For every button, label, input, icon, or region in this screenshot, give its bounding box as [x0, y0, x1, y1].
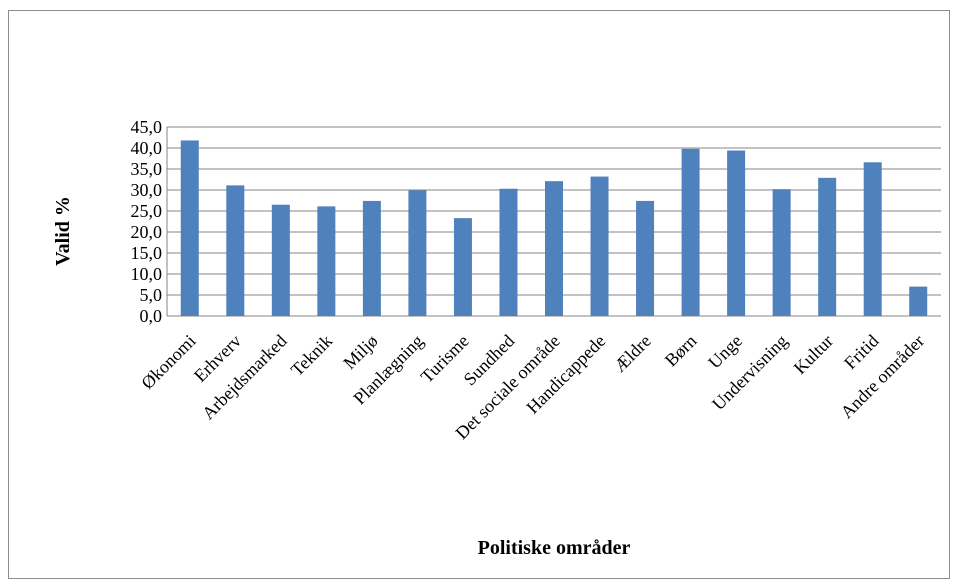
y-tick-label: 5,0	[140, 285, 163, 305]
bar-1	[180, 140, 199, 316]
bar-14	[772, 189, 791, 316]
y-tick-label: 40,0	[131, 138, 163, 158]
y-tick-label: 0,0	[140, 306, 163, 326]
bar-17	[909, 286, 928, 316]
bar-12	[681, 148, 700, 316]
y-tick-label: 25,0	[131, 201, 163, 221]
y-tick-label: 45,0	[131, 117, 163, 137]
x-category-label: Kultur	[790, 331, 837, 378]
bar-8	[499, 188, 518, 316]
bar-9	[545, 181, 563, 316]
x-category-label: Andre områder	[837, 331, 929, 423]
bar-5	[362, 200, 381, 316]
y-tick-labels: 0,05,010,015,020,025,030,035,040,045,0	[131, 117, 163, 326]
y-tick-label: 15,0	[131, 243, 163, 263]
x-category-label: Økonomi	[137, 331, 199, 393]
bar-6	[408, 190, 427, 316]
y-tick-label: 30,0	[131, 180, 163, 200]
y-axis-title: Valid %	[52, 196, 74, 266]
x-category-label: Miljø	[339, 331, 381, 373]
bar-3	[271, 204, 290, 316]
bar-16	[863, 162, 882, 316]
x-category-label: Teknik	[287, 331, 336, 380]
bar-10	[590, 176, 609, 316]
bar-4	[317, 206, 336, 316]
bars	[180, 140, 928, 316]
x-category-label: Ældre	[610, 331, 655, 376]
bar-13	[727, 150, 746, 316]
x-category-label: Børn	[661, 331, 701, 371]
bar-7	[453, 218, 472, 316]
y-tick-label: 35,0	[131, 159, 163, 179]
bar-2	[226, 185, 245, 316]
x-category-label: Unge	[704, 331, 746, 373]
y-tick-label: 10,0	[131, 264, 163, 284]
x-axis-title: Politiske områder	[478, 537, 631, 559]
y-tick-label: 20,0	[131, 222, 163, 242]
bar-15	[818, 177, 837, 316]
bar-11	[636, 200, 655, 316]
x-category-label: Fritid	[840, 331, 882, 373]
gridlines	[166, 126, 941, 317]
